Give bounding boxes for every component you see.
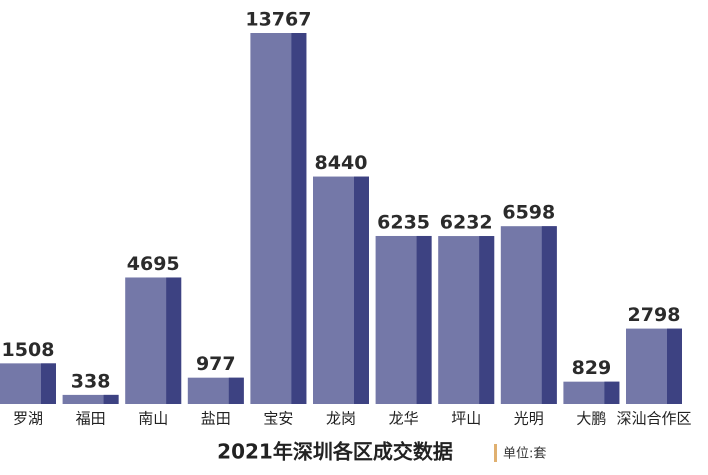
bar-group (125, 277, 182, 404)
value-label: 6235 (377, 211, 430, 233)
value-label: 6598 (502, 202, 555, 224)
bar-group (563, 381, 620, 404)
bar-side (604, 381, 620, 404)
bar-group (438, 236, 495, 404)
bar-side (228, 377, 244, 404)
x-tick-label: 罗湖 (13, 410, 43, 428)
unit-label: 单位:套 (503, 446, 546, 462)
bar (62, 394, 119, 404)
value-label: 2798 (628, 304, 681, 326)
bar-side (166, 277, 182, 404)
x-tick-label: 龙华 (389, 410, 419, 428)
value-label: 338 (71, 370, 111, 392)
chart-title: 2021年深圳各区成交数据 (217, 440, 453, 464)
bar-group (626, 328, 682, 404)
bar-side (291, 33, 307, 404)
x-tick-label: 光明 (514, 410, 544, 428)
x-tick-label: 盐田 (201, 410, 231, 428)
bar-group (313, 176, 369, 404)
value-label: 977 (196, 353, 236, 375)
value-label: 1508 (2, 339, 55, 361)
x-tick-label: 龙岗 (326, 410, 356, 428)
bar-group (0, 363, 56, 404)
bar-side (541, 226, 557, 404)
bar-group (62, 394, 119, 404)
value-label: 13767 (245, 9, 311, 31)
x-tick-label: 深汕合作区 (616, 410, 691, 428)
value-label: 8440 (315, 152, 368, 174)
bar-side (416, 235, 432, 404)
value-label: 6232 (440, 212, 493, 234)
x-tick-label: 大鹏 (576, 410, 606, 428)
bar-group (375, 235, 432, 404)
x-tick-label: 南山 (138, 410, 168, 428)
bar-side (667, 328, 682, 404)
x-tick-label: 福田 (76, 410, 106, 428)
bar-side (103, 394, 119, 404)
bar-group (250, 33, 307, 404)
bar-side (354, 176, 369, 404)
bar-group (187, 377, 244, 404)
value-label: 4695 (127, 253, 180, 275)
bar-side (479, 236, 495, 404)
bar-group (500, 226, 557, 404)
value-label: 829 (572, 357, 612, 379)
x-tick-label: 宝安 (263, 410, 293, 428)
x-tick-label: 坪山 (451, 410, 481, 428)
unit-marker (494, 444, 497, 462)
bar-side (41, 363, 56, 404)
